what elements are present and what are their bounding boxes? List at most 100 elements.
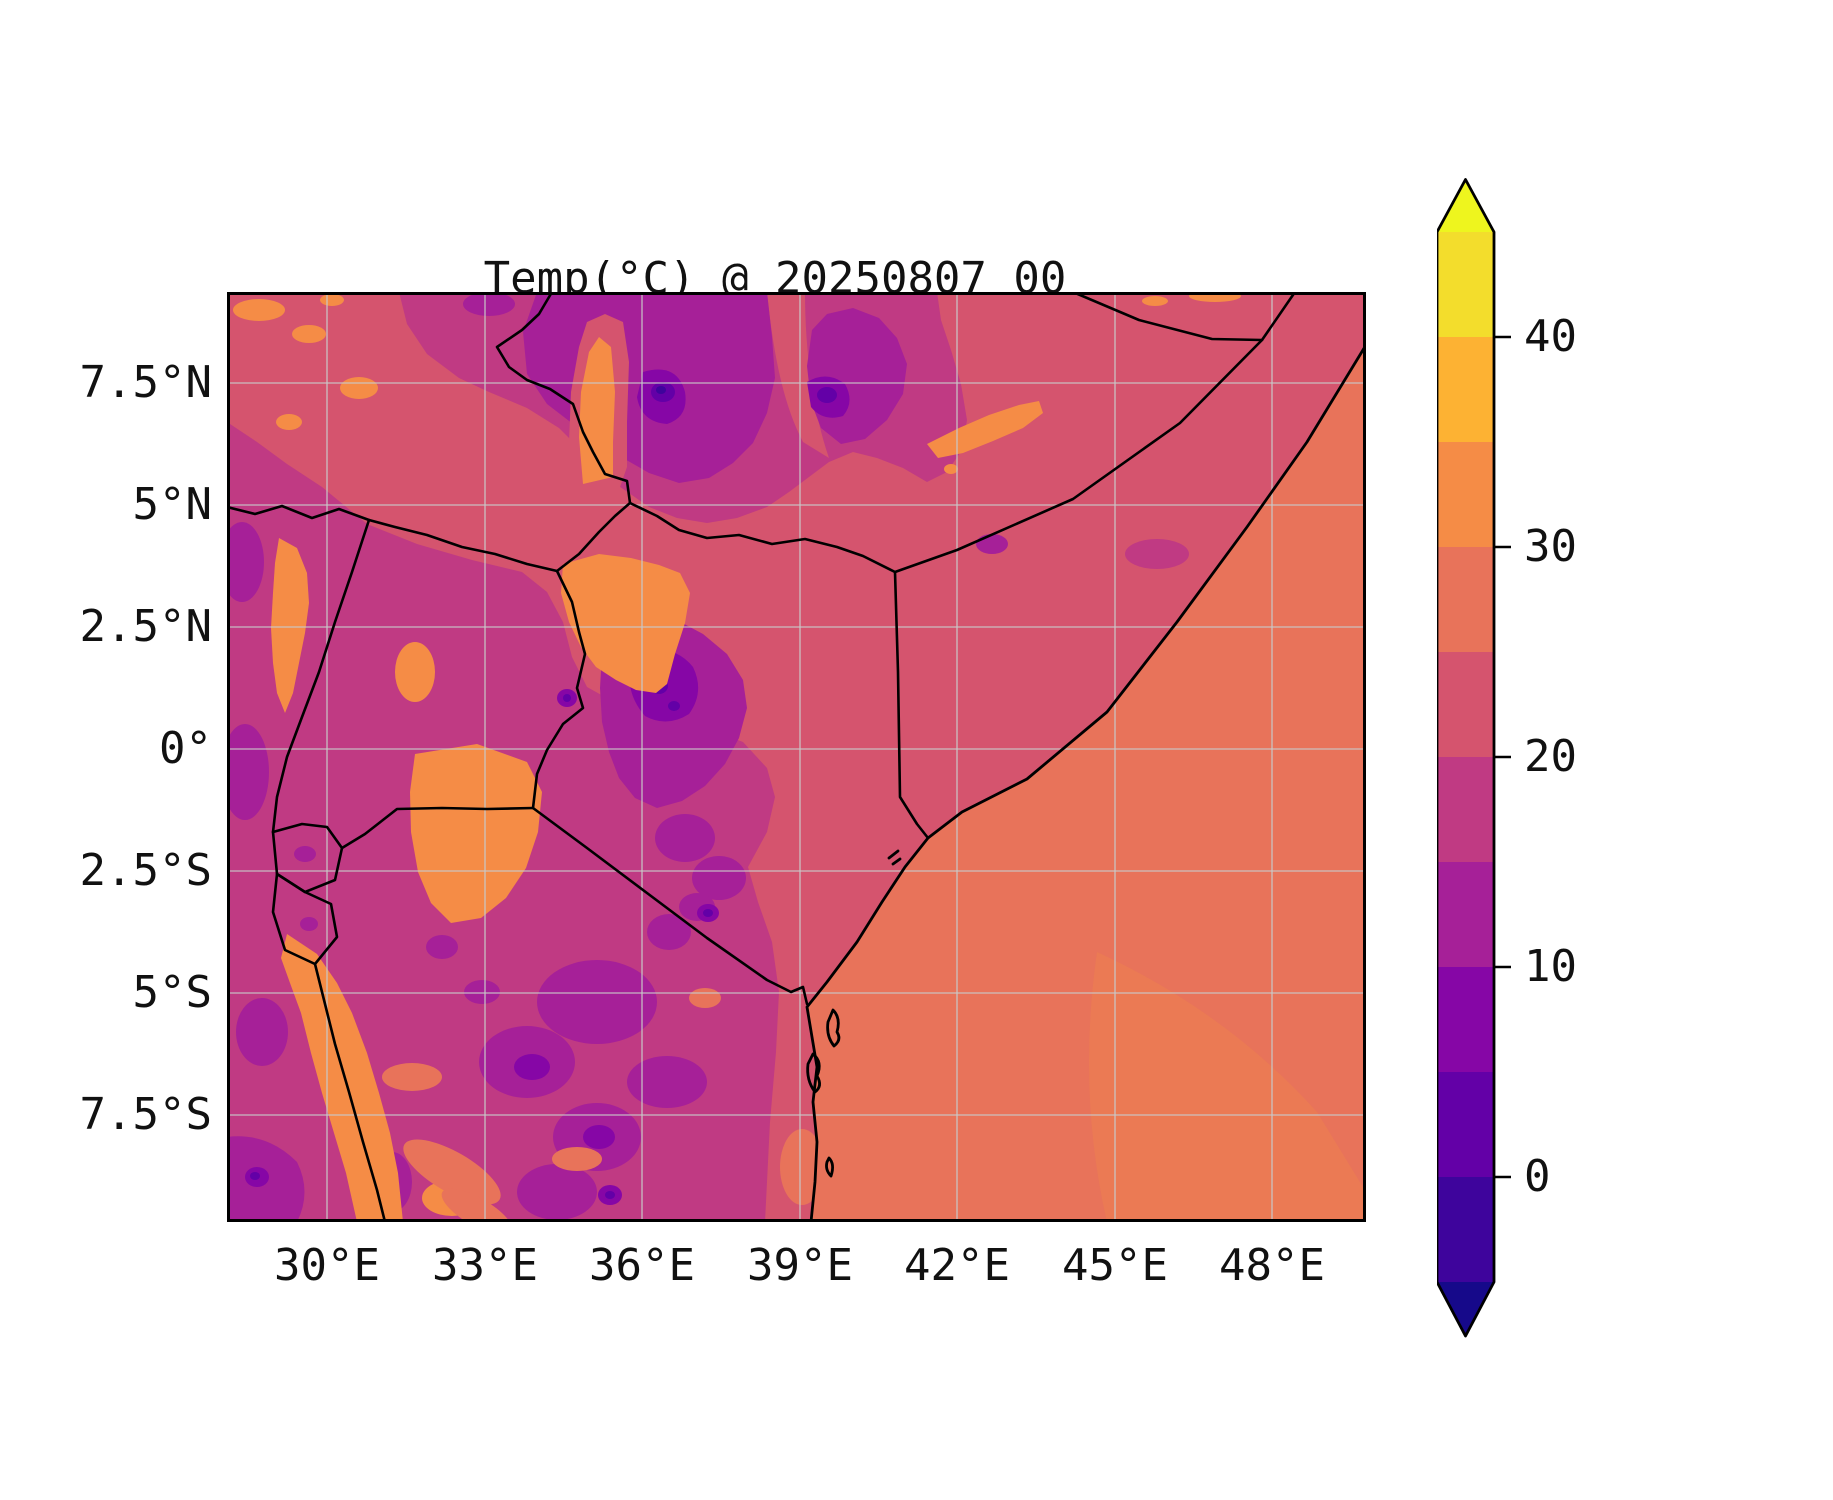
somali-inland-blob	[976, 534, 1008, 554]
border-uganda-tanzania	[340, 806, 535, 850]
y-tick-label: 7.5°S	[79, 1089, 212, 1140]
colorbar-band-25-30	[1437, 547, 1494, 652]
border-uganda-kenya	[531, 569, 587, 810]
kilimanjaro-spot	[703, 909, 713, 917]
tz-plateau-blob-5	[517, 1164, 597, 1220]
colorbar-band-5-10	[1437, 967, 1494, 1072]
tz-warm-patch-5	[552, 1147, 602, 1171]
ocean-region	[807, 345, 1366, 1222]
border-burundi	[271, 872, 339, 966]
tz-south-cold-spot	[605, 1191, 615, 1199]
border-ethiopia-somalia-ogaden	[893, 338, 1264, 574]
awash-hot-dot	[944, 464, 958, 474]
coastline	[805, 343, 1366, 1222]
tz-warm-patch-6	[689, 988, 721, 1008]
coastline-group	[805, 343, 1366, 1222]
colorbar-tick-label: 10	[1524, 941, 1577, 992]
border-ethiopia-somalia-north	[1071, 292, 1297, 342]
drc-edge-blob-1	[227, 522, 264, 602]
border-kenya-tanzania	[531, 806, 809, 1006]
colorbar	[1435, 178, 1517, 1338]
colorbar-tick-label: 40	[1524, 311, 1577, 362]
lamu-archipelago-marks	[887, 849, 902, 866]
x-tick-label: 39°E	[747, 1240, 853, 1291]
zanzibar-island	[806, 1052, 821, 1094]
border-kenya-ethiopia	[628, 501, 897, 574]
rwanda-hill-blob-2	[300, 917, 318, 931]
sw-corner-spot	[250, 1172, 260, 1180]
border-drc-tanzania	[313, 962, 387, 1222]
tz-warm-patch-4	[780, 1129, 824, 1205]
y-tick-label: 5°S	[132, 967, 212, 1018]
x-tick-label: 48°E	[1219, 1240, 1325, 1291]
ssudan-hot-4	[276, 414, 302, 430]
y-tick-label: 2.5°N	[79, 601, 212, 652]
aberdare-spot	[668, 701, 680, 711]
colorbar-under-arrow	[1437, 1282, 1494, 1337]
ethiopian-rift-wedge-region	[767, 292, 829, 458]
tz-warm-patch-2	[403, 1139, 501, 1205]
tz-plateau-core-1	[514, 1054, 550, 1080]
colorbar-tick-label: 20	[1524, 731, 1577, 782]
y-tick-label: 0°	[159, 723, 212, 774]
turkana-hot-region	[561, 554, 690, 693]
border-kenya-somalia	[893, 570, 930, 840]
omo-valley-hot-tongue-region	[579, 337, 615, 484]
colorbar-band-20-25	[1437, 652, 1494, 757]
map-svg	[227, 292, 1366, 1222]
colorbar-band-10-15	[1437, 862, 1494, 967]
victoria-basin-hot-region	[410, 744, 542, 923]
ssudan-hot-5	[320, 294, 344, 306]
tz-north-highland-blob-1	[655, 814, 715, 862]
drc-edge-blob-2	[227, 724, 269, 820]
colorbar-svg	[1435, 178, 1511, 1338]
mt-elgon-spot	[563, 694, 571, 702]
x-tick-label: 42°E	[904, 1240, 1010, 1291]
tz-warm-patch-3	[441, 1188, 513, 1222]
ssudan-hot-3	[340, 377, 378, 399]
albertine-rift-hot-strip	[271, 538, 309, 713]
border-drc-uganda	[271, 518, 371, 834]
ocean-warmer-patch	[1089, 952, 1366, 1222]
ogaden-magenta-blob	[1125, 539, 1189, 569]
x-tick-label: 33°E	[432, 1240, 538, 1291]
tz-plateau-blob-3	[627, 1056, 707, 1108]
colorbar-band-35-40	[1437, 337, 1494, 442]
colorbar-band-30-35	[1437, 442, 1494, 547]
border-ethiopia-southsudan	[495, 292, 632, 505]
awash-hot-streak	[927, 401, 1043, 458]
colorbar-band-0-5	[1437, 1072, 1494, 1177]
rwanda-hill-blob-1	[294, 846, 316, 862]
mafia-island	[825, 1156, 834, 1178]
pemba-island	[826, 1008, 841, 1048]
highlands-north-edge-blob	[463, 292, 515, 316]
map-plot	[227, 292, 1366, 1222]
colorbar-over-arrow	[1437, 178, 1494, 232]
border-southsudan-uganda-kenya	[227, 501, 632, 573]
x-tick-label: 36°E	[589, 1240, 695, 1291]
tz-plateau-core-2	[583, 1125, 615, 1149]
tz-plateau-blob-1	[537, 960, 657, 1044]
ethiopia-min-dot	[656, 386, 666, 394]
colorbar-band--5-0	[1437, 1177, 1494, 1282]
colorbar-tick-label: 0	[1524, 1151, 1551, 1202]
y-tick-label: 7.5°N	[79, 357, 212, 408]
ethiopia-coldest-spot-ne	[817, 387, 837, 403]
map-frame	[227, 292, 1366, 1222]
somalia-top-hot-2	[1142, 296, 1168, 306]
country-borders	[227, 292, 1297, 1222]
victoria-nw-arm-hot	[395, 642, 435, 702]
ssudan-hot-1	[233, 299, 285, 321]
y-tick-label: 5°N	[132, 479, 212, 530]
tz-north-highland-blob-3	[647, 914, 691, 950]
tz-north-highland-blob-2	[692, 856, 746, 900]
tanganyika-rift-hot-band	[281, 934, 403, 1222]
temperature-field	[227, 292, 1366, 1222]
ssudan-hot-2	[292, 325, 326, 343]
x-tick-label: 30°E	[274, 1240, 380, 1291]
colorbar-tick-label: 30	[1524, 521, 1577, 572]
colorbar-band-15-20	[1437, 757, 1494, 862]
drc-edge-blob-3	[236, 998, 288, 1066]
x-tick-label: 45°E	[1062, 1240, 1168, 1291]
